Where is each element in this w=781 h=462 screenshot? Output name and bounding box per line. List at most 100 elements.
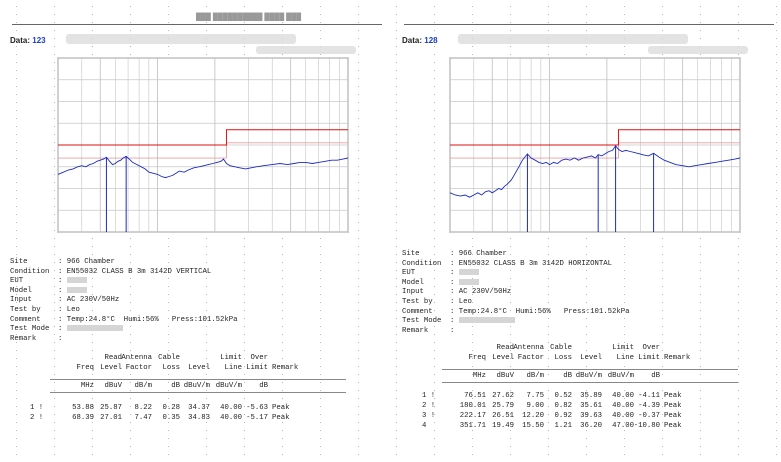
info-row-test-by: Test by: Leo xyxy=(402,298,630,308)
row-index: 3 ! xyxy=(422,412,436,420)
column-header: Level xyxy=(580,354,602,362)
table-cell: 68.39 xyxy=(72,414,94,422)
redacted-value xyxy=(66,286,87,293)
table-cell: 40.00 xyxy=(612,412,634,420)
info-label: Site xyxy=(402,250,420,258)
column-header-top: Antenna xyxy=(121,354,152,362)
table-cell: Peak xyxy=(272,414,290,422)
table-cell: 351.71 xyxy=(459,422,486,430)
limit-line xyxy=(450,129,740,146)
table-cell: Peak xyxy=(664,412,682,420)
table-cell: 1.21 xyxy=(554,422,572,430)
table-cell: 0.82 xyxy=(554,402,572,410)
info-value: EN55032 CLASS B 3m 3142D HORIZONTAL xyxy=(458,259,613,268)
column-header: Freq xyxy=(76,364,94,372)
column-unit: dB/m xyxy=(526,372,544,380)
info-colon: : xyxy=(58,305,67,314)
redacted-value xyxy=(458,317,515,324)
info-colon: : xyxy=(450,259,459,268)
column-header-top: Over xyxy=(642,344,660,352)
column-header-top: Cable xyxy=(550,344,572,352)
table-cell: 40.00 xyxy=(220,404,242,412)
info-row-comment: Comment: Temp:24.8°C Humi:56% Press:101.… xyxy=(402,308,630,318)
table-cell: -5.17 xyxy=(246,414,268,422)
table-rule xyxy=(50,392,346,393)
column-unit: dBuV xyxy=(496,372,514,380)
info-colon: : xyxy=(450,288,459,297)
table-cell: 27.62 xyxy=(492,392,514,400)
column-header-top: Limit xyxy=(612,344,634,352)
redacted-value xyxy=(458,278,479,285)
table-cell: -0.37 xyxy=(638,412,660,420)
column-header: Limit xyxy=(638,354,660,362)
table-cell: 25.87 xyxy=(100,404,122,412)
info-colon: : xyxy=(58,325,67,334)
info-value: Leo xyxy=(458,297,472,306)
table-cell: 0.35 xyxy=(162,414,180,422)
info-label: Test Mode xyxy=(402,317,442,326)
table-cell: -5.63 xyxy=(246,404,268,412)
limit-line xyxy=(58,129,348,146)
info-value: Leo xyxy=(66,305,80,314)
info-label: Model xyxy=(10,286,32,295)
table-cell: 9.00 xyxy=(526,402,544,410)
table-cell: 47.00 xyxy=(612,422,634,430)
table-cell: Peak xyxy=(664,422,682,430)
table-cell: 40.00 xyxy=(220,414,242,422)
table-cell: 222.17 xyxy=(459,412,486,420)
info-row-condition: Condition: EN55032 CLASS B 3m 3142D HORI… xyxy=(402,260,630,270)
info-row-eut: EUT: xyxy=(402,269,630,279)
column-unit: dB xyxy=(259,382,268,390)
data-label: Data: 128 xyxy=(402,36,438,45)
info-value: Temp:24.8°C Humi:56% Press:101.52kPa xyxy=(66,315,238,324)
column-header: Level xyxy=(100,364,122,372)
row-index: 2 ! xyxy=(30,414,44,422)
column-header: Level xyxy=(188,364,210,372)
column-header: Remark xyxy=(272,364,299,372)
info-value: AC 230V/50Hz xyxy=(66,296,120,305)
header-rule xyxy=(404,24,774,25)
info-row-comment: Comment: Temp:24.8°C Humi:56% Press:101.… xyxy=(10,316,238,326)
info-value: 966 Chamber xyxy=(66,258,115,266)
info-colon: : xyxy=(58,315,67,324)
info-label: Remark xyxy=(10,334,37,343)
emission-trace xyxy=(57,155,349,179)
info-row-input: Input: AC 230V/50Hz xyxy=(10,296,238,306)
table-cell: 27.01 xyxy=(100,414,122,422)
column-unit: dBuV/m xyxy=(575,372,602,380)
table-cell: Peak xyxy=(664,392,682,400)
column-header-top: Limit xyxy=(220,354,242,362)
table-cell: 35.89 xyxy=(580,392,602,400)
column-header: Line xyxy=(616,354,634,362)
test-info: Site: 966 Chamber Condition: EN55032 CLAS… xyxy=(10,258,238,344)
row-index: 1 ! xyxy=(30,404,44,412)
info-colon: : xyxy=(58,267,67,276)
info-row-condition: Condition: EN55032 CLASS B 3m 3142D VERT… xyxy=(10,268,238,278)
info-row-eut: EUT: xyxy=(10,277,238,287)
measurement-table: Read Antenna Cable Limit Over Freq Level Factor… xyxy=(398,342,776,452)
data-id: 128 xyxy=(424,36,438,45)
table-cell: 0.92 xyxy=(554,412,572,420)
column-header-top: Antenna xyxy=(513,344,544,352)
info-value: EN55032 CLASS B 3m 3142D VERTICAL xyxy=(66,267,212,276)
emission-report-left: ███ ██████████ ████ ███ Data: 123 Site: … xyxy=(6,0,384,462)
measurement-table: Read Antenna Cable Limit Over Freq Level Factor… xyxy=(6,352,384,452)
table-cell: 19.49 xyxy=(492,422,514,430)
table-rule xyxy=(50,379,346,380)
column-unit: dBuV/m xyxy=(183,382,210,390)
table-rule xyxy=(442,369,738,370)
emission-report-right: Data: 128 Site: 966 Chamber Condition: EN… xyxy=(398,0,776,462)
column-header: Factor xyxy=(125,364,152,372)
info-label: EUT xyxy=(402,269,416,278)
redacted-logo xyxy=(648,46,748,54)
table-cell: 34.37 xyxy=(188,404,210,412)
row-index: 2 ! xyxy=(422,402,436,410)
table-cell: 7.75 xyxy=(526,392,544,400)
info-label: Site xyxy=(10,258,28,266)
table-cell: 0.52 xyxy=(554,392,572,400)
info-colon: : xyxy=(58,334,67,343)
table-cell: -10.80 xyxy=(633,422,660,430)
info-row-model: Model: xyxy=(402,279,630,289)
margin-line xyxy=(58,142,348,159)
info-row-model: Model: xyxy=(10,287,238,297)
